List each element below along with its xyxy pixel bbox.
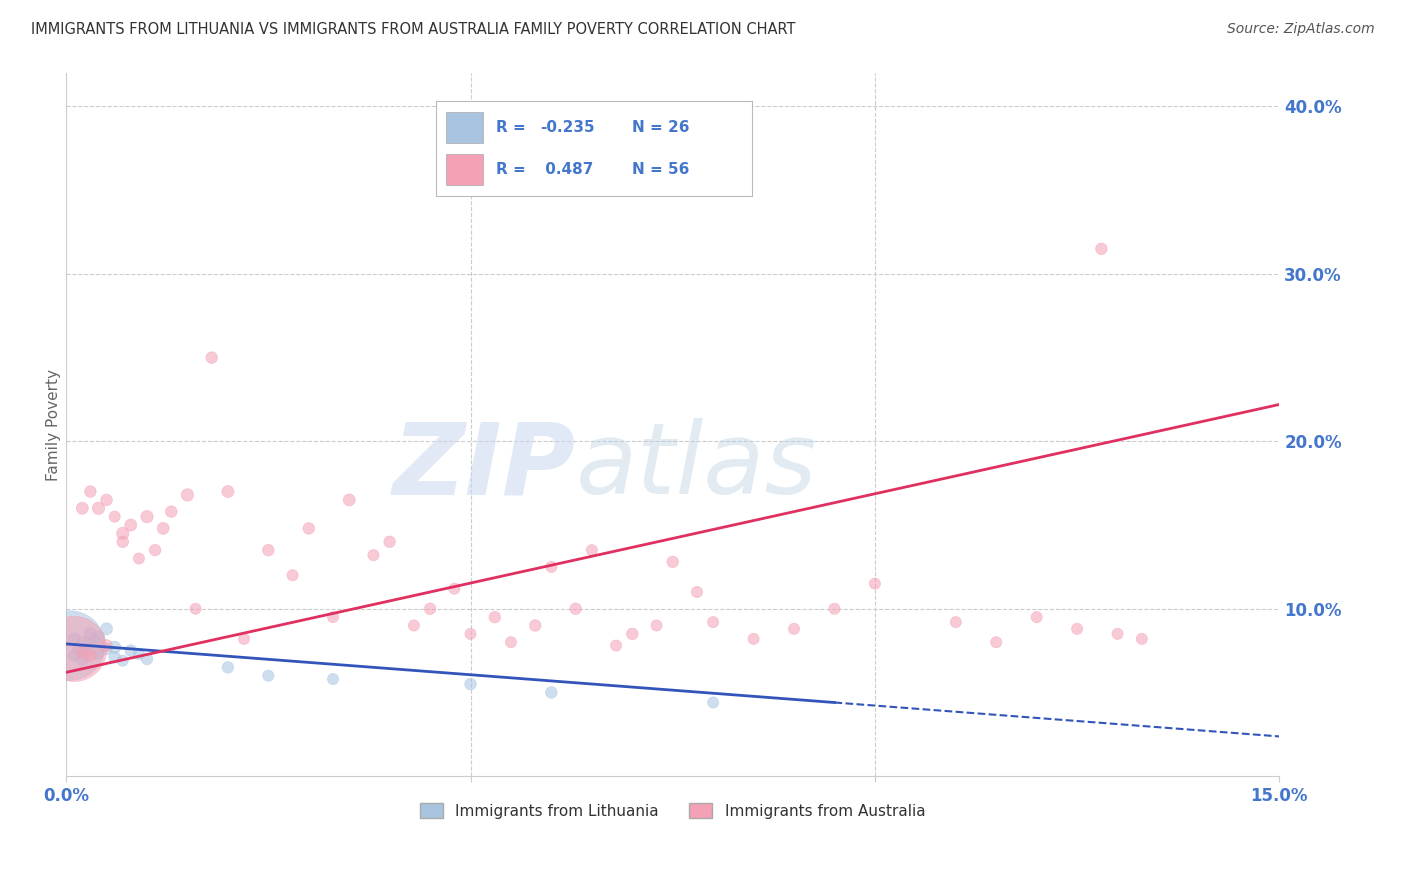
Point xyxy=(96,622,118,636)
Point xyxy=(104,640,127,655)
Point xyxy=(63,641,86,656)
Point xyxy=(63,632,86,646)
Point xyxy=(128,551,150,566)
Point xyxy=(484,610,506,624)
Point xyxy=(363,548,385,562)
Point xyxy=(67,641,90,656)
Point xyxy=(945,615,967,629)
Text: Source: ZipAtlas.com: Source: ZipAtlas.com xyxy=(1227,22,1375,37)
Point xyxy=(63,648,86,663)
Point xyxy=(783,622,806,636)
Point xyxy=(540,560,562,574)
Point xyxy=(322,672,344,686)
Point xyxy=(152,521,174,535)
Point xyxy=(120,643,142,657)
Point xyxy=(111,654,134,668)
Point xyxy=(96,641,118,656)
Point xyxy=(298,521,321,535)
Point xyxy=(1107,627,1129,641)
Point xyxy=(176,488,198,502)
Point xyxy=(83,633,105,648)
Point xyxy=(201,351,224,365)
Text: ZIP: ZIP xyxy=(392,418,575,516)
Point xyxy=(104,650,127,665)
Point xyxy=(75,645,97,659)
Point xyxy=(499,635,522,649)
Point xyxy=(1066,622,1088,636)
Point xyxy=(136,652,159,666)
Point xyxy=(581,543,603,558)
Point xyxy=(702,696,724,710)
Point xyxy=(217,660,239,674)
Point xyxy=(986,635,1008,649)
Point xyxy=(79,484,101,499)
Point xyxy=(824,601,846,615)
Point xyxy=(564,601,586,615)
Point xyxy=(79,637,101,651)
Point xyxy=(402,618,425,632)
Point xyxy=(96,492,118,507)
Point xyxy=(59,639,82,653)
Point xyxy=(702,615,724,629)
Point xyxy=(257,543,280,558)
Point xyxy=(136,509,159,524)
Point xyxy=(87,647,110,661)
Point xyxy=(111,526,134,541)
Point xyxy=(863,576,886,591)
Point xyxy=(540,685,562,699)
Point xyxy=(443,582,465,596)
Point xyxy=(337,492,360,507)
Point xyxy=(621,627,644,641)
Text: IMMIGRANTS FROM LITHUANIA VS IMMIGRANTS FROM AUSTRALIA FAMILY POVERTY CORRELATIO: IMMIGRANTS FROM LITHUANIA VS IMMIGRANTS … xyxy=(31,22,796,37)
Point xyxy=(645,618,668,632)
Point xyxy=(460,627,482,641)
Point xyxy=(1090,242,1112,256)
Point xyxy=(378,534,401,549)
Point xyxy=(87,501,110,516)
Point xyxy=(524,618,547,632)
Point xyxy=(322,610,344,624)
Point xyxy=(281,568,304,582)
Point xyxy=(79,627,101,641)
Legend: Immigrants from Lithuania, Immigrants from Australia: Immigrants from Lithuania, Immigrants fr… xyxy=(413,797,931,825)
Point xyxy=(72,645,94,659)
Point xyxy=(87,630,110,644)
Point xyxy=(1130,632,1153,646)
Point xyxy=(742,632,765,646)
Point xyxy=(72,635,94,649)
Point xyxy=(160,505,183,519)
Point xyxy=(184,601,207,615)
Point xyxy=(233,632,256,646)
Point xyxy=(686,585,709,599)
Point xyxy=(72,652,94,666)
Point xyxy=(120,518,142,533)
Y-axis label: Family Poverty: Family Poverty xyxy=(45,368,60,481)
Point xyxy=(96,639,118,653)
Point xyxy=(72,501,94,516)
Point xyxy=(217,484,239,499)
Point xyxy=(79,648,101,663)
Point xyxy=(104,509,127,524)
Point xyxy=(661,555,683,569)
Point xyxy=(1025,610,1047,624)
Point xyxy=(605,639,627,653)
Point xyxy=(460,677,482,691)
Point xyxy=(128,647,150,661)
Point xyxy=(419,601,441,615)
Point xyxy=(143,543,166,558)
Text: atlas: atlas xyxy=(575,418,817,516)
Point xyxy=(257,669,280,683)
Point xyxy=(111,534,134,549)
